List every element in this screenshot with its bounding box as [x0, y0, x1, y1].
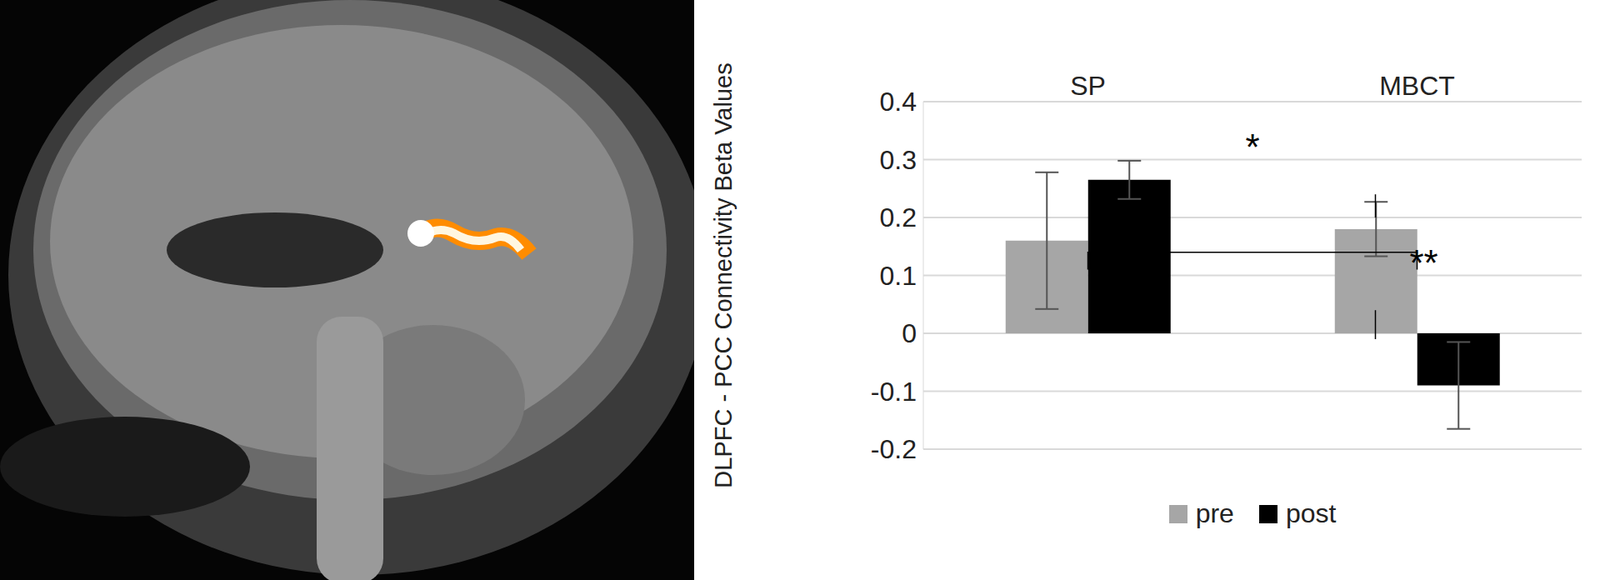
svg-text:0.2: 0.2: [880, 202, 917, 233]
svg-text:0.3: 0.3: [880, 145, 917, 175]
svg-text:**: **: [1409, 242, 1438, 284]
svg-text:*: *: [1245, 126, 1260, 168]
svg-text:-0.1: -0.1: [870, 376, 917, 407]
svg-text:0: 0: [901, 318, 917, 349]
svg-text:SP: SP: [1070, 70, 1106, 101]
svg-text:-0.2: -0.2: [870, 434, 917, 465]
svg-text:MBCT: MBCT: [1379, 70, 1455, 101]
html-text:post: post: [1285, 498, 1337, 529]
html-text:pre: pre: [1195, 498, 1235, 529]
svg-text:0.4: 0.4: [880, 86, 917, 117]
svg-text:0.1: 0.1: [880, 260, 917, 291]
svg-text:DLPFC - PCC Connectivity Beta: DLPFC - PCC Connectivity Beta Values: [710, 62, 737, 488]
